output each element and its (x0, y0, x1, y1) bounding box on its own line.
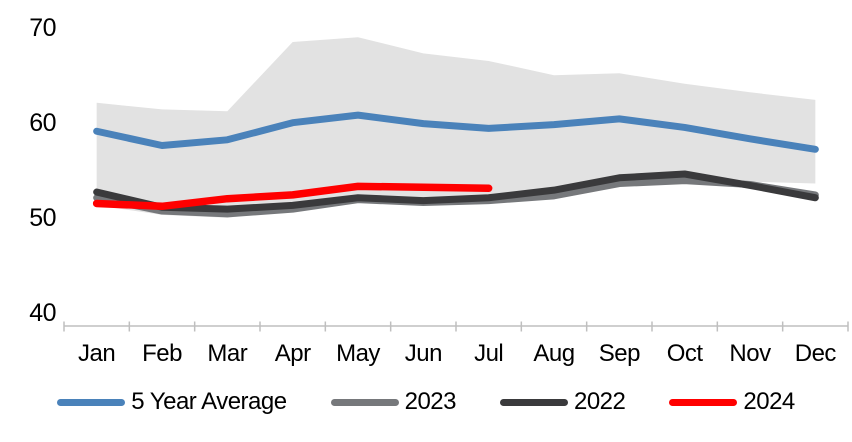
legend-swatch-2022 (499, 398, 568, 406)
legend-swatch-5-year-average (57, 398, 126, 406)
y-axis-label-50: 50 (29, 203, 56, 232)
y-axis-label-60: 60 (29, 108, 56, 137)
x-axis-label-mar: Mar (207, 340, 248, 367)
legend-label-2023: 2023 (404, 388, 457, 415)
x-axis-label-apr: Apr (274, 340, 311, 367)
x-axis-label-may: May (336, 340, 380, 367)
series-line-2024 (92, 182, 493, 211)
x-axis-label-sep: Sep (598, 340, 641, 367)
legend-label-2024: 2024 (743, 388, 795, 415)
legend-swatch-2023 (330, 398, 399, 406)
x-axis-label-jul: Jul (474, 340, 504, 367)
series-line-5-year-average (93, 111, 819, 153)
legend-label-2022: 2022 (573, 388, 626, 415)
series-line-2022 (93, 170, 819, 213)
x-axis-label-nov: Nov (729, 340, 771, 367)
legend-item-5-year-average: 5 Year Average (57, 388, 287, 416)
legend-label-5-year-average: 5 Year Average (131, 388, 287, 415)
x-axis-label-dec: Dec (794, 340, 837, 367)
legend-swatch-2024 (669, 398, 738, 406)
x-axis-label-oct: Oct (666, 340, 703, 367)
x-axis-label-aug: Aug (533, 340, 575, 367)
legend-item-2022: 2022 (499, 388, 626, 416)
x-axis-label-feb: Feb (142, 340, 182, 367)
y-axis-label-70: 70 (29, 13, 56, 42)
chart-legend: 5 Year Average 2023 2022 2024 (0, 386, 852, 418)
legend-item-2024: 2024 (669, 388, 795, 416)
y-axis-label-40: 40 (29, 298, 56, 327)
x-axis-label-jan: Jan (78, 340, 116, 367)
legend-item-2023: 2023 (330, 388, 457, 416)
x-axis-label-jun: Jun (404, 340, 443, 367)
